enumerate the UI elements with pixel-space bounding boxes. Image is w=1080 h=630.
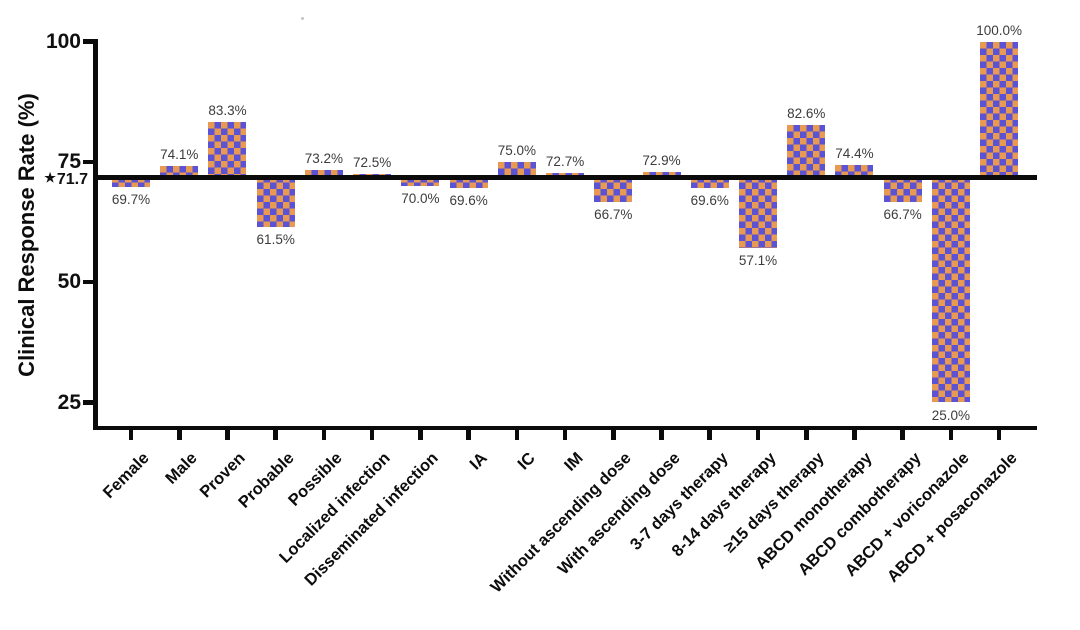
bar xyxy=(594,175,633,202)
baseline-line xyxy=(97,175,1037,180)
bar-value-label: 72.7% xyxy=(545,153,585,169)
y-tick-label: 100 xyxy=(45,29,81,53)
bar-value-label: 100.0% xyxy=(976,22,1023,38)
x-tick xyxy=(321,430,327,440)
baseline-star-marker: ★ xyxy=(44,169,57,185)
bar xyxy=(883,175,922,202)
bar xyxy=(208,121,247,180)
y-tick xyxy=(83,39,93,44)
y-axis-title: Clinical Response Rate (%) xyxy=(14,93,39,377)
x-tick xyxy=(948,430,954,440)
x-tick xyxy=(225,430,230,440)
x-tick xyxy=(369,430,375,440)
x-tick xyxy=(996,430,1002,440)
bar xyxy=(787,125,826,180)
baseline-value-label: ★71.7 xyxy=(6,168,88,190)
baseline-number: 71.7 xyxy=(56,170,88,188)
bar-value-label: 25.0% xyxy=(931,407,971,423)
bar-value-label: 83.3% xyxy=(208,102,247,118)
x-tick xyxy=(707,430,713,440)
bar xyxy=(401,175,440,186)
y-tick-label: 50 xyxy=(57,270,81,294)
x-tick xyxy=(659,430,664,440)
bar-value-label: 61.5% xyxy=(256,231,295,247)
bar-value-label: 75.0% xyxy=(497,142,536,158)
bar-value-label: 72.5% xyxy=(353,154,392,170)
y-tick-label: 75 xyxy=(57,149,81,173)
bar-value-label: 69.6% xyxy=(449,192,488,208)
bar xyxy=(256,175,295,227)
x-tick xyxy=(466,430,471,440)
x-tick xyxy=(514,430,520,440)
x-axis-line xyxy=(93,425,1037,431)
bar-value-label: 72.9% xyxy=(642,152,681,168)
x-tick xyxy=(852,430,857,440)
bar-value-label: 66.7% xyxy=(594,206,633,222)
bar-value-label: 69.6% xyxy=(690,192,729,208)
x-tick xyxy=(176,430,182,440)
y-tick xyxy=(83,279,93,285)
x-tick xyxy=(900,430,905,440)
y-tick-label: 25 xyxy=(57,390,81,414)
y-tick xyxy=(83,400,93,405)
bar xyxy=(931,175,970,403)
x-tick xyxy=(128,430,134,440)
x-tick xyxy=(611,430,616,440)
y-tick xyxy=(83,159,93,165)
bar xyxy=(304,170,343,180)
bar xyxy=(112,175,150,188)
bar xyxy=(497,161,536,180)
bar-value-label: 57.1% xyxy=(738,252,778,268)
bar-value-label: 73.2% xyxy=(304,151,344,167)
bar xyxy=(738,175,777,248)
artifact-speck xyxy=(301,17,304,20)
x-tick xyxy=(273,430,278,440)
y-axis-line xyxy=(93,39,98,431)
x-tick xyxy=(562,430,568,440)
x-tick xyxy=(755,430,761,440)
bar-value-label: 69.7% xyxy=(111,192,151,208)
x-tick xyxy=(418,430,423,440)
x-tick xyxy=(803,430,809,440)
bar-value-label: 70.0% xyxy=(401,190,440,206)
bar-value-label: 66.7% xyxy=(883,206,922,222)
bar-value-label: 74.1% xyxy=(160,147,199,163)
bar-value-label: 74.4% xyxy=(835,145,874,161)
bar-value-label: 82.6% xyxy=(787,106,826,122)
bar xyxy=(980,41,1019,180)
